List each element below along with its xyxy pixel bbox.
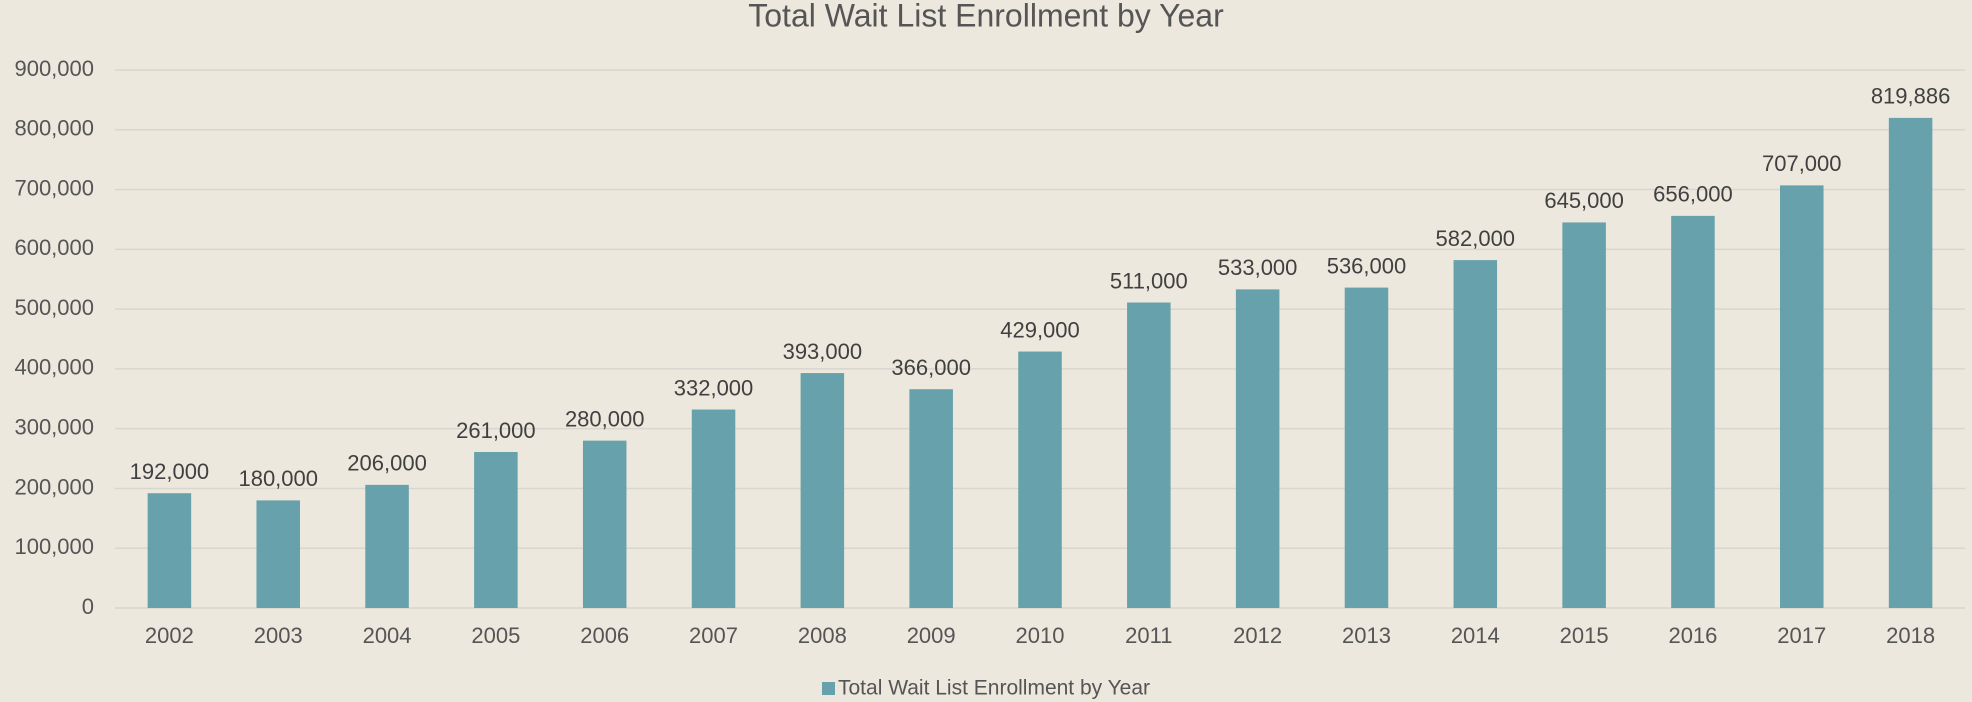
data-label: 536,000: [1327, 253, 1407, 278]
y-tick-label: 300,000: [14, 414, 94, 439]
bar: [1562, 222, 1606, 608]
y-tick-label: 700,000: [14, 175, 94, 200]
bar: [1018, 351, 1062, 608]
x-tick-label: 2016: [1668, 623, 1717, 648]
data-label: 332,000: [674, 375, 754, 400]
x-tick-label: 2013: [1342, 623, 1391, 648]
bar: [1453, 260, 1498, 608]
x-tick-label: 2005: [471, 623, 520, 648]
bar: [147, 493, 192, 608]
x-tick-label: 2015: [1560, 623, 1609, 648]
data-label: 707,000: [1762, 151, 1842, 176]
x-tick-label: 2011: [1125, 623, 1172, 648]
data-label: 206,000: [347, 451, 427, 476]
bar: [1780, 185, 1824, 609]
data-label: 192,000: [130, 459, 210, 484]
bar: [582, 440, 627, 608]
chart-title: Total Wait List Enrollment by Year: [748, 0, 1224, 33]
y-tick-label: 500,000: [14, 295, 94, 320]
data-label: 533,000: [1218, 255, 1298, 280]
data-label: 656,000: [1653, 182, 1733, 207]
data-label: 261,000: [456, 418, 536, 443]
x-tick-label: 2007: [689, 623, 738, 648]
data-label: 645,000: [1544, 188, 1624, 213]
bar: [1127, 302, 1171, 608]
data-label: 366,000: [891, 355, 971, 380]
x-tick-label: 2002: [145, 623, 194, 648]
data-label: 819,886: [1871, 84, 1951, 109]
bar: [474, 451, 518, 608]
x-tick-label: 2004: [363, 623, 412, 648]
legend-label: Total Wait List Enrollment by Year: [838, 677, 1150, 700]
bar: [909, 389, 953, 608]
bar: [256, 500, 300, 608]
data-label: 582,000: [1436, 226, 1516, 251]
y-tick-label: 400,000: [14, 355, 94, 380]
y-tick-label: 900,000: [14, 56, 94, 81]
x-tick-label: 2008: [798, 623, 847, 648]
data-label: 393,000: [783, 339, 863, 364]
x-tick-label: 2010: [1016, 623, 1065, 648]
x-tick-label: 2003: [254, 623, 303, 648]
x-tick-label: 2006: [580, 623, 629, 648]
x-tick-label: 2018: [1886, 623, 1935, 648]
bar: [800, 373, 845, 608]
x-tick-label: 2014: [1451, 623, 1500, 648]
bar: [691, 409, 736, 608]
y-tick-label: 100,000: [14, 534, 94, 559]
y-tick-label: 0: [82, 594, 94, 619]
bar: [1671, 215, 1715, 608]
data-label: 511,000: [1110, 268, 1188, 293]
y-tick-label: 200,000: [14, 474, 94, 499]
y-tick-label: 600,000: [14, 235, 94, 260]
data-label: 180,000: [238, 466, 318, 491]
bar: [1344, 287, 1389, 608]
x-tick-label: 2017: [1777, 623, 1826, 648]
y-tick-label: 800,000: [14, 116, 94, 141]
bar: [1235, 289, 1280, 608]
legend-swatch: [822, 682, 835, 695]
x-tick-label: 2009: [907, 623, 956, 648]
data-label: 429,000: [1000, 317, 1080, 342]
bar: [365, 484, 409, 608]
bar: [1888, 117, 1933, 608]
data-label: 280,000: [565, 406, 645, 431]
x-tick-label: 2012: [1233, 623, 1282, 648]
